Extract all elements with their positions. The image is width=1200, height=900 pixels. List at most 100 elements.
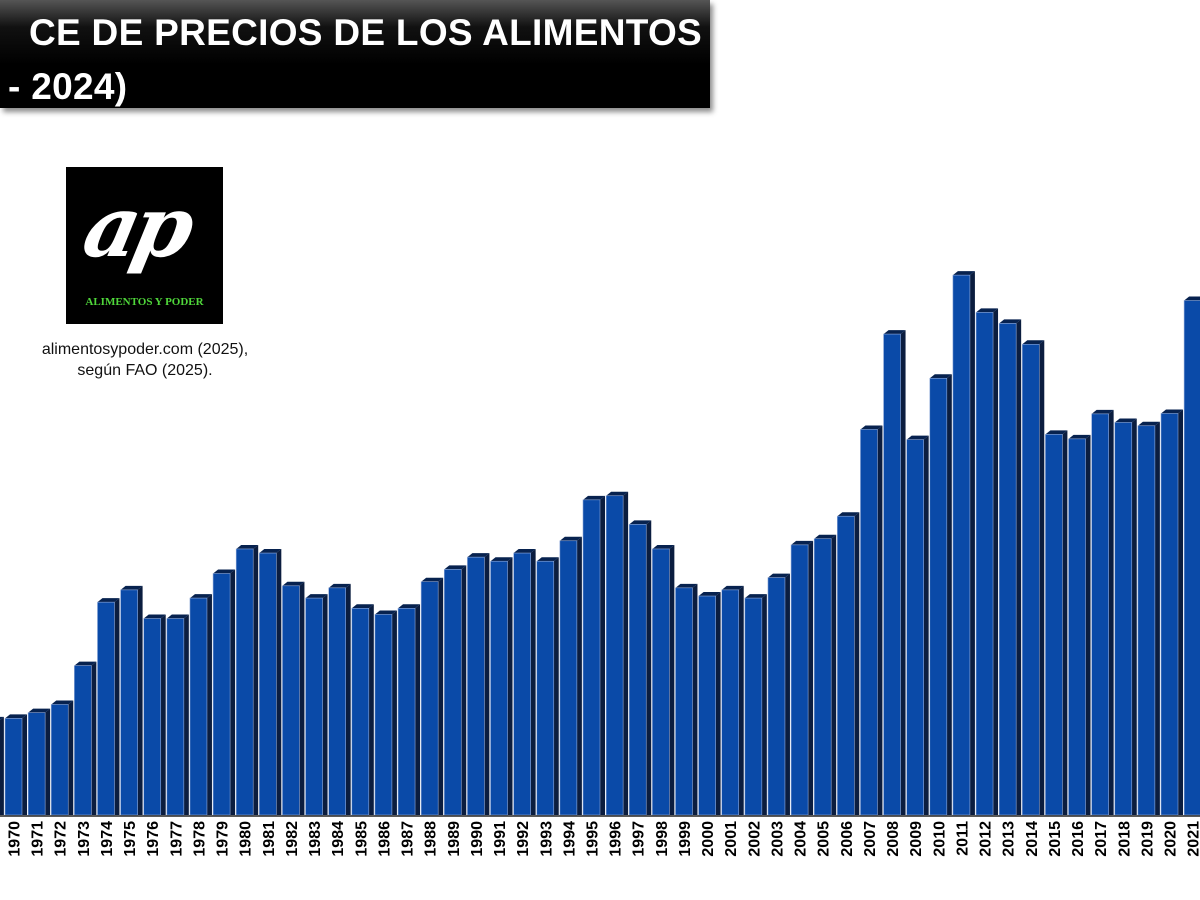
bar-front bbox=[582, 499, 601, 816]
bar-2014 bbox=[1021, 340, 1045, 816]
bar-front bbox=[50, 704, 69, 816]
bar-top bbox=[1091, 409, 1114, 414]
bar-top bbox=[398, 604, 421, 609]
bar-2005 bbox=[813, 534, 837, 816]
bar-top bbox=[860, 425, 883, 430]
bar-side bbox=[484, 553, 490, 815]
bar-2007 bbox=[860, 425, 883, 816]
bar-front bbox=[605, 495, 624, 816]
bar-1989 bbox=[443, 565, 467, 816]
x-tick-label: 2005 bbox=[816, 821, 833, 857]
bar-side bbox=[600, 495, 605, 815]
bar-1979 bbox=[212, 569, 236, 816]
bar-top bbox=[814, 534, 837, 539]
bar-1996 bbox=[605, 491, 629, 816]
bar-side bbox=[322, 594, 328, 815]
bar-2004 bbox=[790, 540, 814, 816]
bar-front bbox=[998, 323, 1017, 816]
bar-front bbox=[883, 333, 901, 816]
bar-front bbox=[513, 552, 531, 816]
x-tick-label: 1974 bbox=[99, 821, 116, 857]
bar-top bbox=[791, 540, 814, 545]
bar-top bbox=[51, 700, 74, 705]
bar-2015 bbox=[1045, 430, 1068, 816]
bar-front bbox=[27, 712, 46, 816]
bar-1999 bbox=[675, 583, 698, 816]
bar-2017 bbox=[1091, 409, 1114, 816]
bar-side bbox=[1016, 319, 1022, 815]
bar-side bbox=[1178, 409, 1183, 815]
bar-side bbox=[738, 585, 744, 815]
bar-top bbox=[28, 708, 51, 713]
bar-side bbox=[854, 512, 860, 815]
bar-side bbox=[831, 534, 837, 815]
bar-side bbox=[877, 425, 883, 815]
bar-side bbox=[1154, 421, 1160, 815]
bar-front bbox=[1068, 438, 1086, 816]
bar-top bbox=[1137, 421, 1160, 426]
bar-front bbox=[1045, 434, 1063, 816]
x-tick-label: 2004 bbox=[793, 821, 810, 857]
x-tick-label: 1970 bbox=[7, 821, 24, 857]
bar-front bbox=[721, 589, 740, 816]
bar-front bbox=[1137, 425, 1156, 816]
bar-front bbox=[536, 560, 555, 816]
x-tick-label: 1971 bbox=[30, 821, 47, 857]
x-tick-label: 2008 bbox=[885, 821, 902, 857]
bar-side bbox=[507, 557, 513, 815]
bar-top bbox=[282, 581, 305, 586]
bar-top bbox=[883, 330, 906, 335]
bar-side bbox=[1131, 418, 1137, 815]
bar-side bbox=[368, 604, 374, 815]
x-tick-label: 1981 bbox=[261, 821, 278, 857]
bar-side bbox=[761, 594, 767, 815]
bar-side bbox=[415, 604, 421, 815]
x-tick-label: 1999 bbox=[677, 821, 694, 857]
bar-side bbox=[0, 716, 4, 815]
x-tick-label: 1979 bbox=[215, 821, 232, 857]
x-tick-label: 2000 bbox=[700, 821, 717, 857]
bar-side bbox=[1085, 434, 1091, 815]
bar-1981 bbox=[259, 549, 282, 816]
bar-side bbox=[22, 714, 27, 815]
bar-front bbox=[1021, 344, 1040, 816]
bar-front bbox=[790, 544, 809, 816]
bar-top bbox=[259, 549, 282, 554]
bar-1994 bbox=[559, 536, 582, 816]
bar-side bbox=[230, 569, 236, 815]
bar-side bbox=[623, 491, 629, 815]
bar-front bbox=[351, 608, 370, 816]
caption-line1: alimentosypoder.com (2025), bbox=[41, 341, 249, 358]
logo: ap ALIMENTOS Y PODER bbox=[66, 167, 223, 324]
bar-front bbox=[374, 614, 393, 816]
bar-front bbox=[397, 608, 416, 816]
bar-2000 bbox=[698, 592, 721, 816]
x-tick-label: 1996 bbox=[608, 821, 625, 857]
bar-1993 bbox=[536, 557, 559, 816]
bar-side bbox=[114, 598, 120, 815]
bar-top bbox=[444, 565, 467, 570]
bar-top bbox=[305, 594, 328, 599]
bar-front bbox=[952, 274, 971, 816]
bar-top bbox=[583, 495, 605, 500]
bar-side bbox=[183, 614, 189, 815]
x-tick-label: 1990 bbox=[469, 821, 486, 857]
bar-front bbox=[189, 597, 208, 816]
x-tick-label: 1985 bbox=[353, 821, 370, 857]
bar-1990 bbox=[467, 553, 490, 816]
x-tick-label: 1992 bbox=[515, 821, 532, 857]
x-tick-label: 2009 bbox=[908, 821, 925, 857]
bar-top bbox=[1184, 296, 1200, 301]
bar-side bbox=[969, 271, 975, 815]
bar-front bbox=[143, 618, 162, 816]
bar-side bbox=[45, 708, 51, 815]
bar-1988 bbox=[420, 577, 444, 816]
bar-front bbox=[559, 540, 578, 816]
bar-1972 bbox=[50, 700, 74, 816]
bar-1986 bbox=[374, 610, 397, 816]
bar-front bbox=[97, 601, 115, 816]
x-tick-label: 2020 bbox=[1163, 821, 1180, 857]
bar-top bbox=[74, 661, 97, 666]
bar-1985 bbox=[351, 604, 374, 816]
